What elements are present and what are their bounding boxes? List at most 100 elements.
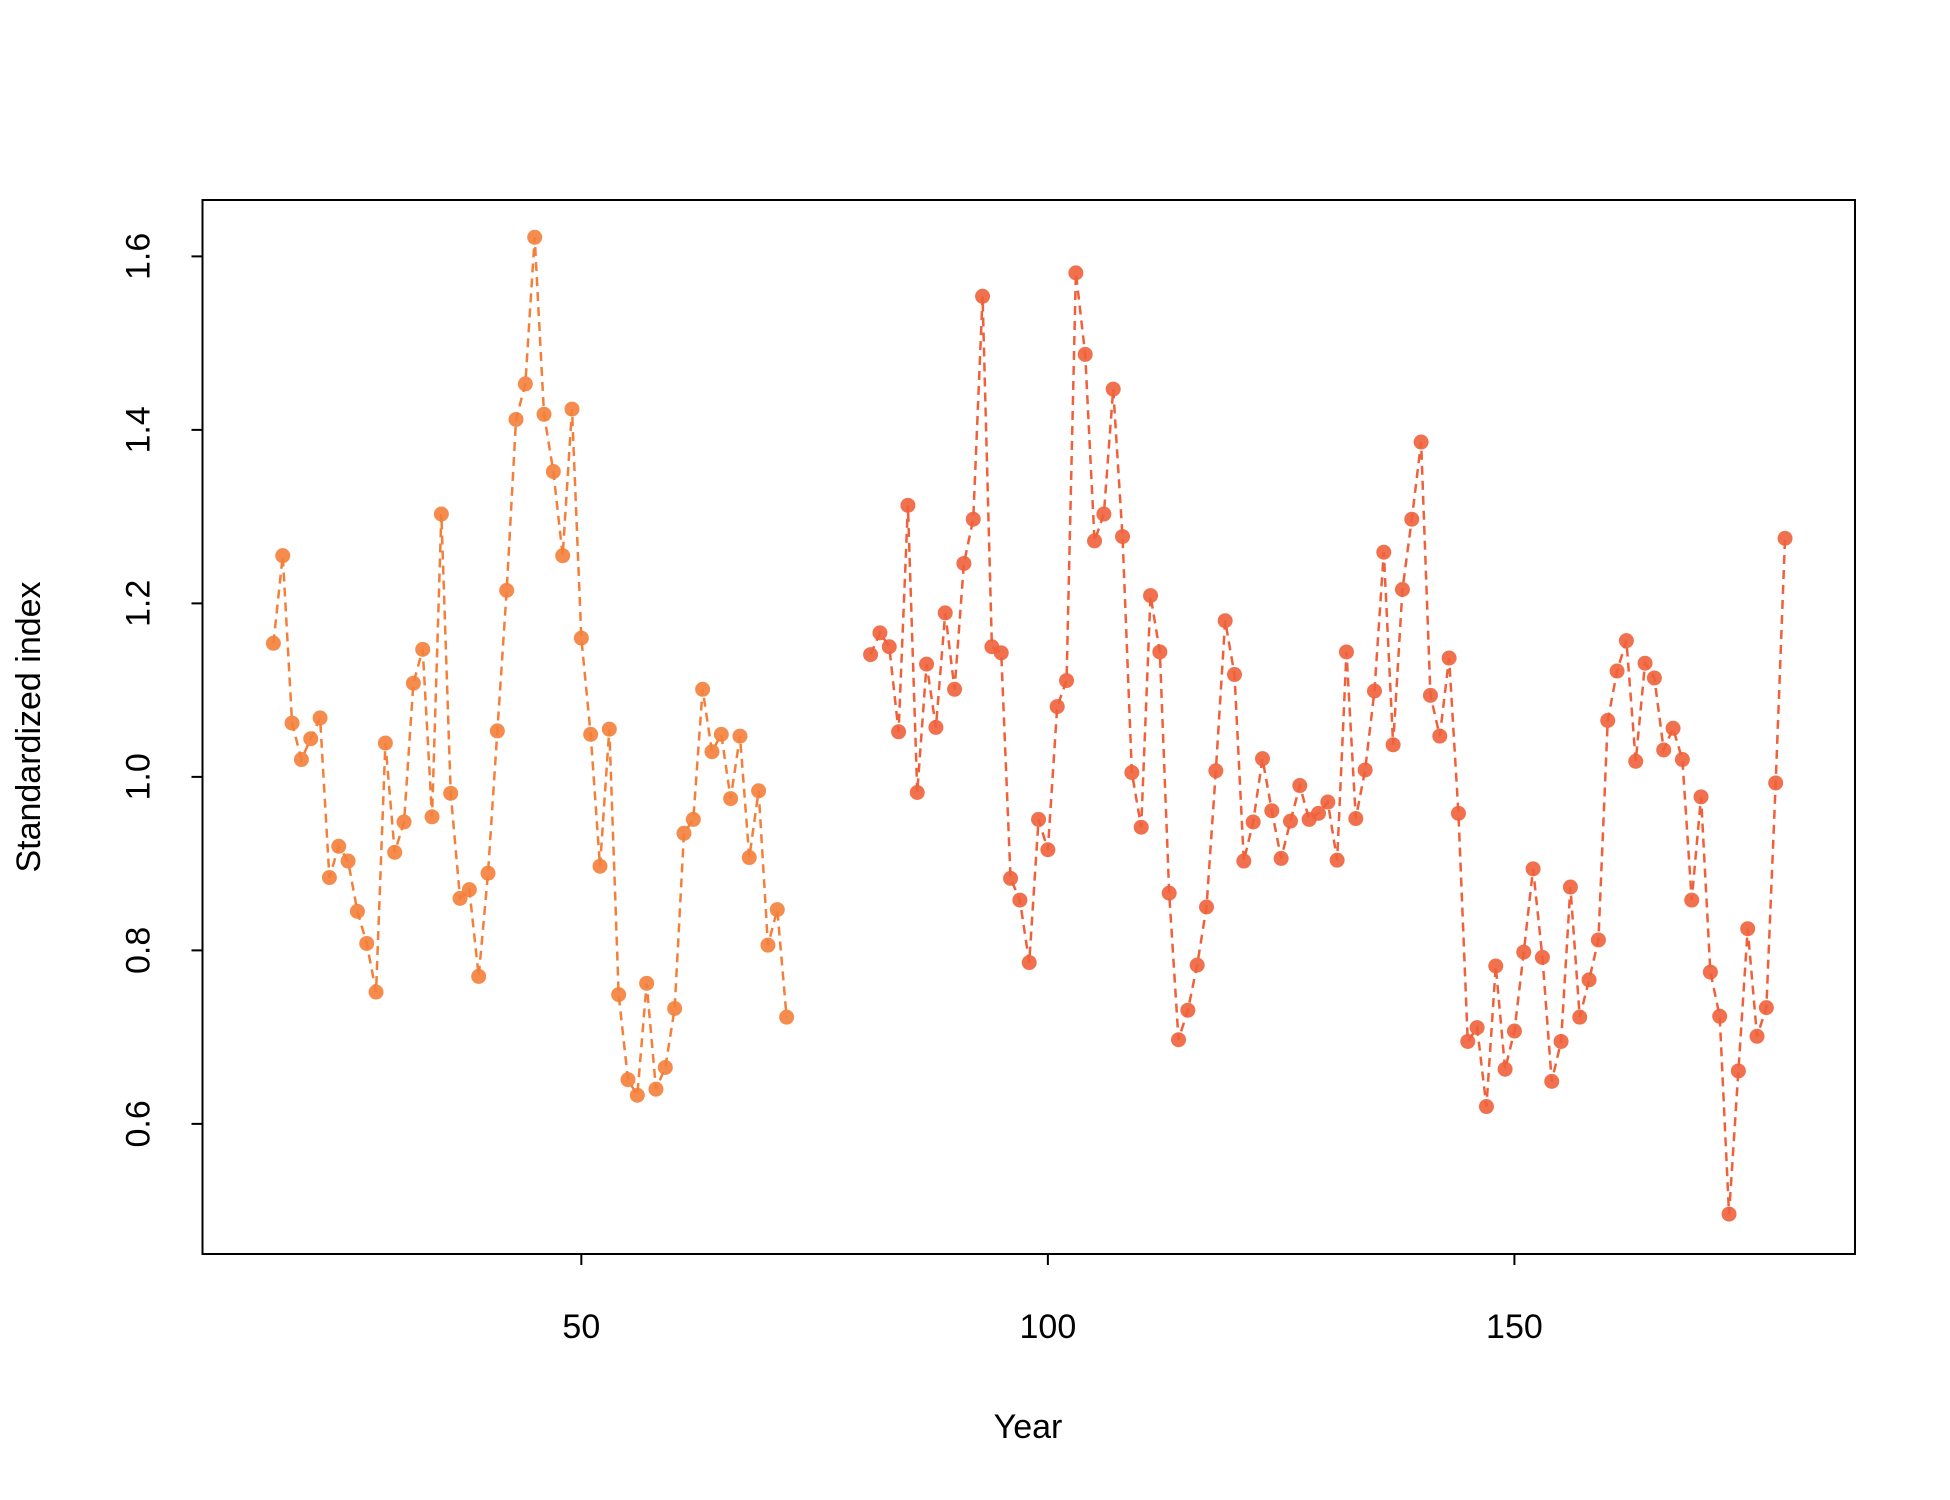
data-point: [573, 630, 589, 646]
data-point: [489, 723, 505, 739]
data-point: [1469, 1020, 1485, 1036]
data-point: [965, 511, 981, 527]
data-point: [1021, 955, 1037, 971]
data-point: [1282, 813, 1298, 829]
data-point: [1171, 1032, 1187, 1048]
plot-frame: [201, 199, 1856, 1255]
data-point: [1497, 1061, 1513, 1077]
data-point: [1432, 728, 1448, 744]
data-point: [909, 784, 925, 800]
y-tick-label: 1.2: [119, 580, 157, 627]
data-point: [1143, 588, 1159, 604]
data-point: [387, 844, 403, 860]
data-point: [1338, 644, 1354, 660]
data-point: [937, 605, 953, 621]
data-point: [461, 882, 477, 898]
data-point: [741, 850, 757, 866]
data-point: [620, 1072, 636, 1088]
data-point: [331, 838, 347, 854]
y-tick-label: 1.0: [119, 753, 157, 800]
data-point: [1320, 794, 1336, 810]
y-tick-label: 0.8: [119, 927, 157, 974]
data-point: [1208, 763, 1224, 779]
data-point: [919, 656, 935, 672]
data-point: [1189, 957, 1205, 973]
data-point: [1488, 958, 1504, 974]
x-tick-label: 100: [1020, 1308, 1077, 1346]
data-point: [1264, 803, 1280, 819]
data-point: [1721, 1206, 1737, 1222]
data-point: [405, 675, 421, 691]
data-point: [303, 731, 319, 747]
data-point: [1077, 346, 1093, 362]
data-point: [900, 497, 916, 513]
data-point: [1637, 655, 1653, 671]
data-point: [480, 865, 496, 881]
data-point: [657, 1059, 673, 1075]
data-point: [723, 791, 739, 807]
data-point: [1758, 1000, 1774, 1016]
data-point: [956, 555, 972, 571]
data-point: [564, 401, 580, 417]
data-point: [695, 681, 711, 697]
data-point: [975, 288, 991, 304]
data-point: [1553, 1033, 1569, 1049]
y-tick-label: 1.4: [119, 406, 157, 453]
data-point: [359, 935, 375, 951]
data-point: [1152, 644, 1168, 660]
data-point: [1031, 811, 1047, 827]
data-point: [1628, 753, 1644, 769]
data-point: [760, 937, 776, 953]
data-point: [555, 548, 571, 564]
data-point: [349, 903, 365, 919]
data-point: [265, 635, 281, 651]
y-tick-label: 1.6: [119, 233, 157, 280]
data-point: [1618, 633, 1634, 649]
data-point: [1105, 381, 1121, 397]
data-point: [993, 645, 1009, 661]
data-point: [639, 975, 655, 991]
data-point: [312, 710, 328, 726]
data-point: [732, 728, 748, 744]
data-point: [1730, 1063, 1746, 1079]
data-point: [1544, 1073, 1560, 1089]
data-point: [508, 411, 524, 427]
data-point: [1115, 529, 1131, 545]
data-point: [685, 811, 701, 827]
data-point: [293, 752, 309, 768]
data-point: [1572, 1009, 1588, 1025]
data-point: [1217, 613, 1233, 629]
data-point: [517, 376, 533, 392]
data-point: [1245, 814, 1261, 830]
data-point: [1385, 737, 1401, 753]
data-point: [1292, 778, 1308, 794]
series-line: [869, 272, 1787, 1215]
data-point: [1460, 1033, 1476, 1049]
y-tick-label: 0.6: [119, 1100, 157, 1147]
data-point: [1096, 506, 1112, 522]
data-point: [1777, 530, 1793, 546]
data-point: [1394, 582, 1410, 598]
data-point: [443, 785, 459, 801]
data-point: [527, 229, 543, 245]
data-point: [1133, 819, 1149, 835]
data-point: [415, 641, 431, 657]
data-point: [340, 853, 356, 869]
data-point: [611, 987, 627, 1003]
data-point: [779, 1009, 795, 1025]
data-point: [1226, 667, 1242, 683]
data-point: [1684, 892, 1700, 908]
data-point: [872, 625, 888, 641]
y-axis-label: Standardized index: [10, 581, 48, 872]
data-point: [1012, 892, 1028, 908]
data-point: [629, 1087, 645, 1103]
data-point: [1562, 879, 1578, 895]
x-tick-label: 50: [562, 1308, 600, 1346]
data-point: [377, 735, 393, 751]
data-point: [863, 647, 879, 663]
data-point: [1768, 775, 1784, 791]
data-point: [928, 719, 944, 735]
data-point: [1581, 972, 1597, 988]
data-point: [284, 715, 300, 731]
